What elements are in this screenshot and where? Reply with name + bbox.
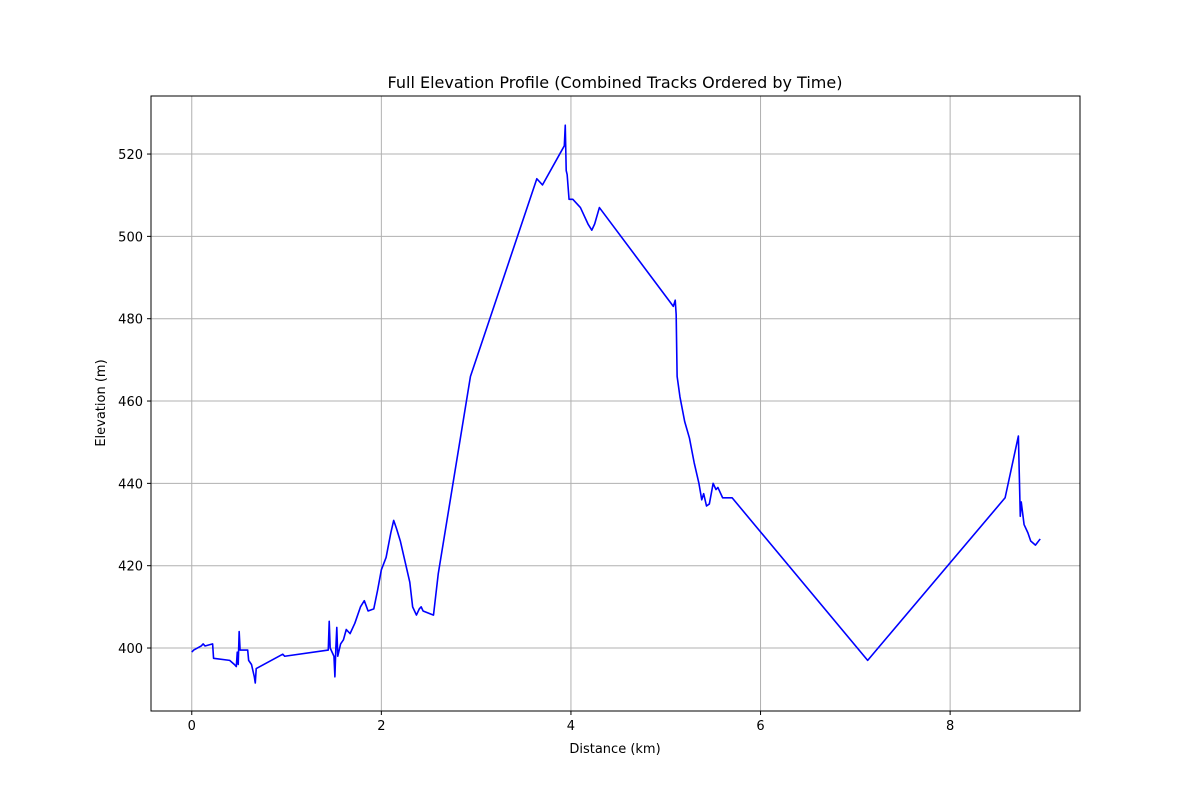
- y-axis-label: Elevation (m): [94, 359, 109, 446]
- x-axis-label: Distance (km): [569, 742, 660, 757]
- x-tick-label: 6: [756, 719, 764, 734]
- y-tick-label: 440: [118, 477, 143, 492]
- y-tick-label: 400: [118, 642, 143, 657]
- x-tick-label: 4: [567, 719, 575, 734]
- plot-frame: [150, 95, 1081, 712]
- y-tick-label: 420: [118, 560, 143, 575]
- y-tick-label: 480: [118, 313, 143, 328]
- x-tick-label: 2: [377, 719, 385, 734]
- y-tick-label: 500: [118, 230, 143, 245]
- chart-title: Full Elevation Profile (Combined Tracks …: [388, 73, 843, 92]
- line: [191, 124, 1041, 684]
- x-tick-label: 0: [188, 719, 196, 734]
- y-tick-label: 460: [118, 395, 143, 410]
- y-tick-label: 520: [118, 148, 143, 163]
- x-tick-label: 8: [946, 719, 954, 734]
